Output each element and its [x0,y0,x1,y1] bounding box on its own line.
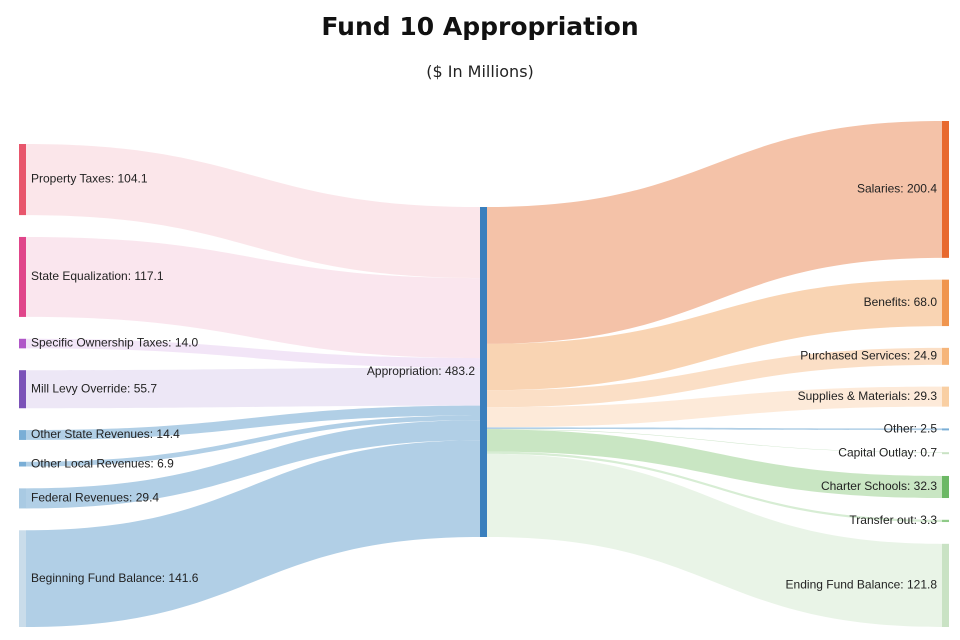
flow-other-local-revenues [26,415,480,467]
node-other-local-revenues [19,461,26,467]
flow-links [26,121,942,627]
label-state-equalization: State Equalization: 117.1 [31,269,164,283]
node-other [942,428,949,431]
label-mill-levy-override: Mill Levy Override: 55.7 [31,381,157,395]
node-state-equalization [19,236,26,317]
flow-ending-fund-balance [487,453,942,627]
chart-title: Fund 10 Appropriation [321,12,639,41]
flow-charter-schools [487,429,942,499]
flow-salaries [487,121,942,344]
node-purchased-services [942,347,949,365]
label-capital-outlay: Capital Outlay: 0.7 [838,445,937,459]
label-salaries: Salaries: 200.4 [857,182,937,196]
node-ending-fund-balance [942,543,949,627]
node-benefits [942,279,949,327]
node-specific-ownership-taxes [19,338,26,349]
flow-supplies-materials [487,386,942,428]
label-federal-revenues: Federal Revenues: 29.4 [31,491,159,505]
node-property-taxes [19,144,26,216]
label-specific-ownership-taxes: Specific Ownership Taxes: 14.0 [31,336,199,350]
flow-other [487,427,942,431]
label-ending-fund-balance: Ending Fund Balance: 121.8 [786,578,938,592]
chart-subtitle: ($ In Millions) [426,62,534,81]
flow-capital-outlay [487,429,942,453]
label-transfer-out: Transfer out: 3.3 [849,513,937,527]
node-supplies-materials [942,386,949,407]
flow-transfer-out [487,451,942,523]
label-benefits: Benefits: 68.0 [864,295,938,309]
label-beginning-fund-balance: Beginning Fund Balance: 141.6 [31,571,199,585]
node-other-state-revenues [19,430,26,440]
node-charter-schools [942,475,949,499]
flow-other-state-revenues [26,405,480,440]
label-other-state-revenues: Other State Revenues: 14.4 [31,427,180,441]
label-property-taxes: Property Taxes: 104.1 [31,172,148,186]
label-supplies-materials: Supplies & Materials: 29.3 [798,389,938,403]
node-capital-outlay [942,452,949,455]
label-other: Other: 2.5 [884,422,938,436]
flow-mill-levy-override [26,367,480,409]
flow-property-taxes [26,144,480,279]
flow-nodes [19,121,949,627]
label-purchased-services: Purchased Services: 24.9 [800,349,937,363]
flow-benefits [487,279,942,391]
node-salaries [942,121,949,258]
flow-purchased-services [487,347,942,408]
flow-specific-ownership-taxes [26,338,480,368]
node-beginning-fund-balance [19,530,26,627]
label-charter-schools: Charter Schools: 32.3 [821,479,937,493]
flow-labels: Property Taxes: 104.1 State Equalization:… [31,172,937,592]
flow-state-equalization [26,236,480,359]
node-transfer-out [942,519,949,523]
label-other-local-revenues: Other Local Revenues: 6.9 [31,456,174,470]
label-appropriation: Appropriation: 483.2 [367,364,475,378]
node-federal-revenues [19,488,26,509]
flow-federal-revenues [26,420,480,509]
node-mill-levy-override [19,370,26,409]
node-appropriation [480,207,487,537]
flow-beginning-fund-balance [26,440,480,627]
